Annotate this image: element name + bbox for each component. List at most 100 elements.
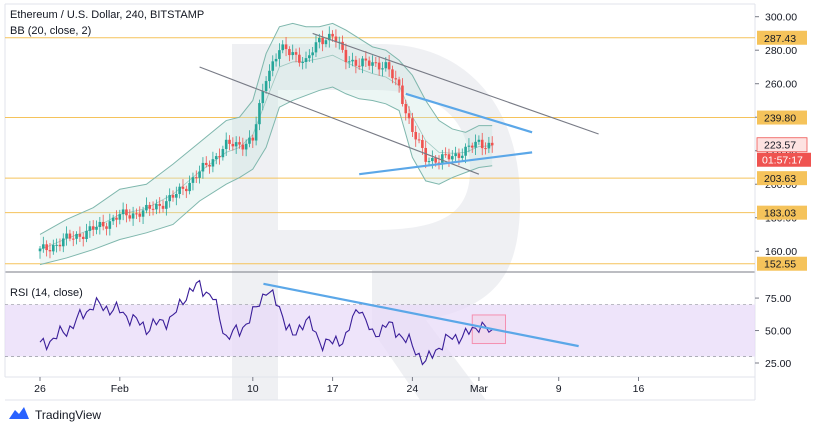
candle xyxy=(460,148,464,161)
candle xyxy=(75,231,78,245)
price-tick-label: 260.00 xyxy=(765,79,797,91)
candle xyxy=(145,197,148,214)
candle xyxy=(111,214,115,225)
price-tick-label: 280.00 xyxy=(765,45,797,57)
candle xyxy=(108,213,112,236)
candle xyxy=(331,30,334,42)
candle xyxy=(98,216,102,235)
candle xyxy=(68,229,72,242)
level-badge xyxy=(757,110,807,125)
candle xyxy=(334,29,338,48)
rsi-indicator xyxy=(39,279,579,366)
time-axis: 26 Feb 10 17 24 Mar 9 16 xyxy=(34,377,644,395)
candle xyxy=(208,160,211,174)
candle xyxy=(38,246,42,259)
candle xyxy=(178,183,181,199)
candle xyxy=(381,61,384,77)
candle xyxy=(78,226,82,243)
candle xyxy=(487,136,491,154)
rsi-axis: 75.00 50.00 25.00 xyxy=(755,293,791,370)
candle xyxy=(288,46,291,62)
candle xyxy=(480,132,484,156)
candle xyxy=(158,197,161,214)
candle xyxy=(218,148,221,165)
candle xyxy=(278,43,281,67)
candle xyxy=(148,201,152,216)
candle xyxy=(128,209,132,222)
candle xyxy=(364,51,368,67)
candle xyxy=(115,210,118,228)
candle xyxy=(125,203,128,223)
current-price-badge xyxy=(756,137,808,153)
candle xyxy=(231,137,235,151)
candle xyxy=(188,175,191,195)
rsi-overbought-oversold-band xyxy=(5,304,755,357)
level-badge-label: 152.55 xyxy=(764,259,796,271)
candle xyxy=(168,188,171,208)
candle xyxy=(171,190,175,202)
level-badge xyxy=(757,256,807,271)
candle xyxy=(42,236,45,253)
candle xyxy=(454,146,457,163)
countdown-badge xyxy=(757,152,811,167)
candle xyxy=(397,76,401,93)
tradingview-logo-icon xyxy=(8,406,30,425)
candle xyxy=(351,52,354,67)
candle xyxy=(65,226,68,246)
candle xyxy=(274,53,278,67)
candle xyxy=(357,58,361,70)
candle xyxy=(81,232,85,247)
candle xyxy=(234,136,238,154)
candle xyxy=(421,135,424,155)
level-badge-label: 203.63 xyxy=(764,173,796,185)
trend-line-channel-lower xyxy=(199,66,480,175)
candle xyxy=(258,99,261,131)
bollinger-upper xyxy=(39,22,493,235)
candle xyxy=(221,145,225,161)
candle xyxy=(281,40,285,54)
candle xyxy=(467,138,471,153)
price-tick-label: 300.00 xyxy=(765,12,797,24)
candle xyxy=(55,238,58,253)
candle xyxy=(61,233,65,253)
trend-line-triangle-lower xyxy=(359,151,533,176)
time-tick-label: 24 xyxy=(407,383,419,395)
candle xyxy=(88,220,92,238)
rsi-trend-line xyxy=(263,282,579,348)
footer-branding: TradingView xyxy=(8,405,101,425)
candle xyxy=(181,179,185,196)
level-badge-label: 287.43 xyxy=(764,33,796,45)
candle xyxy=(105,222,108,236)
current-price-label: 223.57 xyxy=(764,140,796,152)
candle xyxy=(484,142,487,155)
candle xyxy=(474,134,477,155)
price-tick-label: 160.00 xyxy=(765,246,797,258)
candle xyxy=(391,65,394,84)
candle xyxy=(284,36,288,57)
time-tick-label: 10 xyxy=(247,383,259,395)
candle xyxy=(308,49,311,62)
candle xyxy=(417,132,421,144)
candle xyxy=(361,56,364,74)
rsi-tick-label: 75.00 xyxy=(765,293,791,305)
candle xyxy=(52,239,55,255)
candle xyxy=(387,55,391,77)
rsi-tick-label: 50.00 xyxy=(765,326,791,338)
bollinger-label: BB (20, close, 2) xyxy=(10,25,91,37)
candle xyxy=(131,206,135,226)
candle xyxy=(294,48,298,63)
trend-line-channel-upper xyxy=(312,32,599,135)
candle xyxy=(377,56,381,76)
candle xyxy=(165,195,168,216)
candle xyxy=(214,152,218,165)
candle xyxy=(314,35,318,57)
candle xyxy=(327,26,331,48)
candle xyxy=(45,240,48,257)
candle xyxy=(224,132,228,156)
candle xyxy=(401,78,404,107)
time-tick-label: 16 xyxy=(633,383,645,395)
trend-line-triangle-upper xyxy=(405,92,533,134)
rsi-line xyxy=(39,279,493,366)
candle xyxy=(264,76,268,94)
